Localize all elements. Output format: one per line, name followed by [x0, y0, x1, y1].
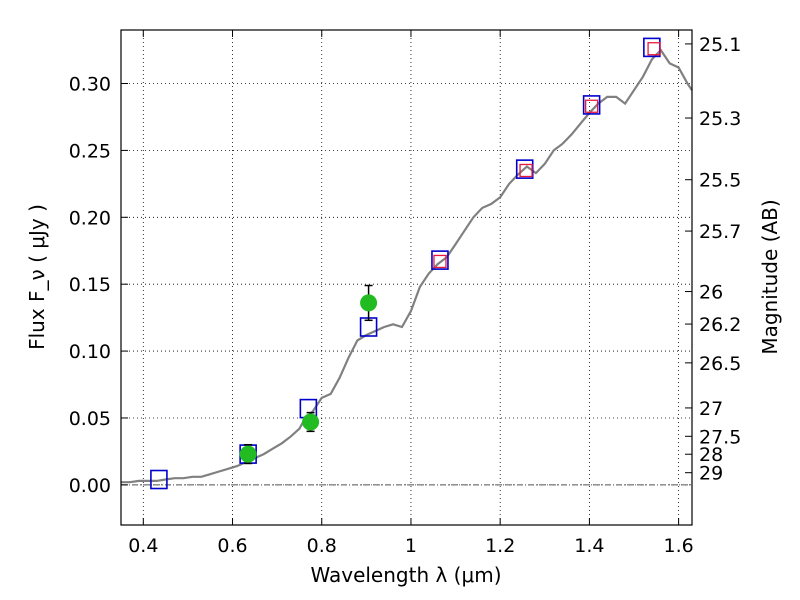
x-tick-label: 0.8: [307, 535, 337, 557]
x-tick-label: 1.6: [664, 535, 694, 557]
right-tick-label: 26: [699, 282, 723, 304]
x-tick-label: 0.4: [128, 535, 158, 557]
model-square-marker: [150, 469, 168, 490]
right-tick-label: 27: [699, 398, 723, 420]
right-tick-label: 25.1: [699, 34, 741, 56]
plot-area: [121, 37, 693, 490]
x-tick-label: 1.4: [574, 535, 604, 557]
model-square-marker: [582, 95, 601, 115]
y-tick-label: 0.00: [69, 475, 111, 497]
right-tick-label: 26.2: [699, 314, 741, 336]
y-tick-label: 0.30: [69, 74, 111, 96]
plot-frame: [120, 29, 693, 526]
grid: [121, 30, 692, 525]
right-tick-label: 25.3: [699, 108, 741, 130]
right-tick-label: 27.5: [699, 426, 741, 448]
photometry-point: [360, 294, 378, 312]
y-tick-label: 0.10: [69, 341, 111, 363]
y-tick-label: 0.25: [69, 140, 111, 162]
y-tick-label: 0.15: [69, 274, 111, 296]
x-axis-title: Wavelength λ (μm): [310, 563, 501, 587]
x-tick-label: 1: [405, 535, 417, 557]
model-square-marker: [431, 250, 449, 270]
observed-square-marker: [519, 163, 533, 178]
photometry-point: [239, 445, 257, 463]
y-tick-label: 0.20: [69, 207, 111, 229]
spectrum-line: [121, 48, 693, 484]
y-axis: 0.00 0.05 0.10 0.15 0.20 0.25 0.30: [69, 74, 128, 497]
right-tick-label: 26.5: [699, 353, 741, 375]
y-tick-label: 0.05: [69, 408, 111, 430]
right-tick-label: 29: [699, 463, 723, 485]
observed-square-marker: [647, 42, 661, 56]
model-square-marker: [515, 159, 534, 179]
observed-square-marker: [433, 254, 447, 269]
right-tick-label: 28: [699, 444, 723, 466]
x-tick-label: 1.2: [485, 535, 515, 557]
x-tick-label: 0.6: [217, 535, 247, 557]
y-axis-title: Flux F_ν ( μJy ): [25, 204, 49, 350]
right-axis-title: Magnitude (AB): [758, 199, 782, 354]
x-axis: 0.4 0.6 0.8 1 1.2 1.4 1.6: [128, 30, 694, 557]
observed-square-marker: [584, 99, 599, 113]
right-tick-label: 25.7: [699, 221, 741, 243]
photometry-point: [302, 413, 320, 431]
right-tick-label: 25.5: [699, 170, 741, 192]
